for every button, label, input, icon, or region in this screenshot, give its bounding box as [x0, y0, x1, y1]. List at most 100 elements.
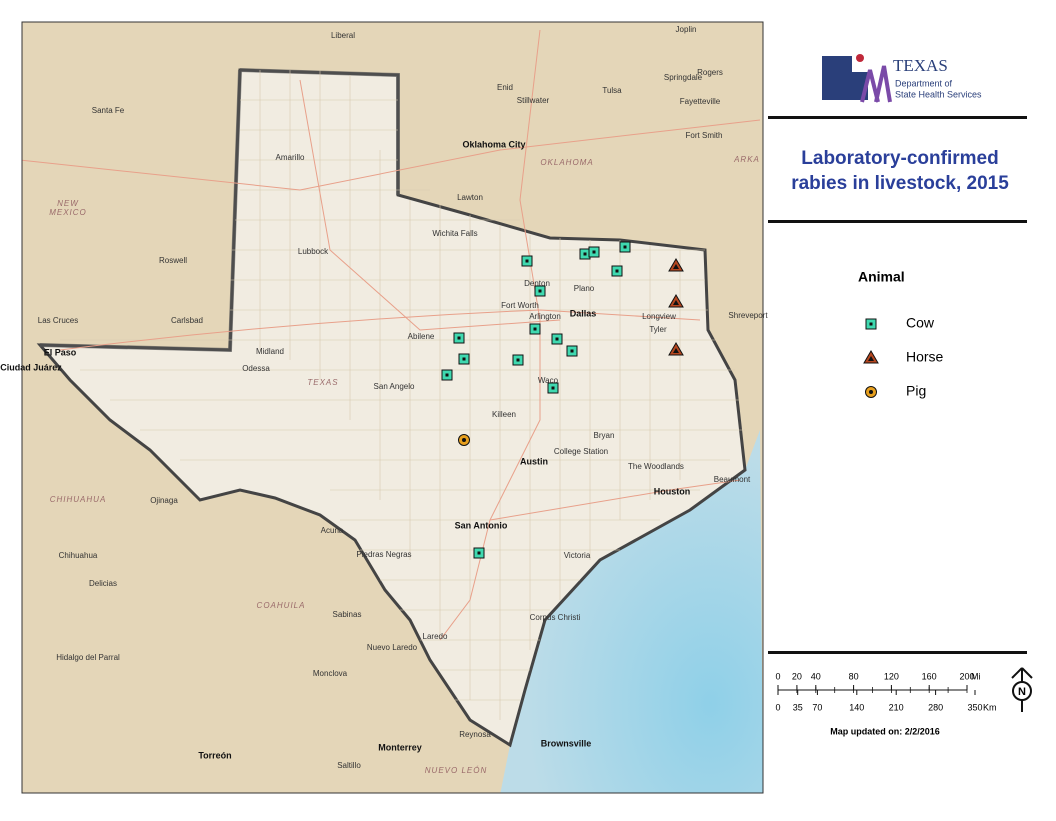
map-label: Laredo: [423, 632, 448, 641]
legend-symbol-dot: [869, 322, 873, 326]
map-label: Reynosa: [459, 730, 491, 739]
map-label: Denton: [524, 279, 550, 288]
map-label: Dallas: [570, 308, 597, 318]
map-label: Nuevo Laredo: [367, 643, 418, 652]
scale-label: 0: [775, 702, 780, 712]
map-label: Beaumont: [714, 475, 751, 484]
map-label: Delicias: [89, 579, 117, 588]
case-marker-inner: [673, 300, 679, 305]
map-label: Shreveport: [728, 311, 768, 320]
case-marker-dot: [477, 551, 481, 555]
north-circle: [1012, 681, 1032, 701]
legend-label: Cow: [906, 315, 935, 331]
case-marker-inner: [673, 264, 679, 269]
case-marker-dot: [615, 269, 619, 273]
scale-label: 0: [775, 671, 780, 681]
title: Laboratory-confirmed: [801, 148, 998, 169]
map-label: Acuna: [321, 526, 344, 535]
map-label: Springdale: [664, 73, 703, 82]
map-label: Enid: [497, 83, 513, 92]
map-label: NUEVO LEÓN: [425, 766, 487, 775]
map-label: Ciudad Juárez: [0, 362, 62, 372]
map-label: Brownsville: [541, 738, 592, 748]
map-label: Fayetteville: [680, 97, 721, 106]
map-label: Hidalgo del Parral: [56, 653, 120, 662]
legend-label: Pig: [906, 383, 926, 399]
case-marker-dot: [516, 358, 520, 362]
case-marker-dot: [583, 252, 587, 256]
case-marker-dot: [462, 357, 466, 361]
case-marker-dot: [623, 245, 627, 249]
map-labels: Liberal Joplin Enid Stillwater Tulsa Springda…: [0, 25, 768, 775]
map-label: Oklahoma City: [462, 139, 525, 149]
scale-label: 280: [928, 702, 943, 712]
logo: TEXAS Department of State Health Service…: [822, 54, 982, 103]
map-label: Houston: [654, 486, 691, 496]
map-label: Liberal: [331, 31, 355, 40]
counties: [60, 70, 745, 720]
map-label: Tulsa: [602, 86, 622, 95]
north-label: N: [1018, 686, 1026, 698]
scale-label: 140: [849, 702, 864, 712]
map-label: San Antonio: [455, 520, 508, 530]
map-label: Lubbock: [298, 247, 329, 256]
map-label: Plano: [574, 284, 595, 293]
map-label: MEXICO: [49, 208, 87, 217]
map-label: Wichita Falls: [432, 229, 477, 238]
map-label: TEXAS: [307, 378, 338, 387]
legend-symbol-dot: [869, 390, 873, 394]
map-label: Sabinas: [333, 610, 362, 619]
map-label: Arlington: [529, 312, 561, 321]
map-label: CHIHUAHUA: [50, 495, 107, 504]
map: [22, 22, 763, 793]
map-label: Tyler: [649, 325, 667, 334]
case-marker-inner: [673, 348, 679, 353]
scale-label: 20: [792, 671, 802, 681]
case-marker-dot: [533, 327, 537, 331]
map-label: Longview: [642, 312, 676, 321]
roads: [22, 29, 761, 641]
map-label: OKLAHOMA: [540, 158, 593, 167]
map-label: Joplin: [676, 25, 697, 34]
map-label: Santa Fe: [92, 106, 125, 115]
map-label: Monterrey: [378, 742, 422, 752]
case-marker-dot: [551, 386, 555, 390]
map-label: The Woodlands: [628, 462, 684, 471]
map-label: Victoria: [564, 551, 591, 560]
map-label: Saltillo: [337, 761, 361, 770]
map-label: Waco: [538, 376, 559, 385]
logo-star: [856, 54, 864, 62]
map-label: Abilene: [408, 332, 435, 341]
scale-label: 350: [967, 702, 982, 712]
case-marker-dot: [445, 373, 449, 377]
north-arrow: N: [1011, 667, 1033, 712]
case-marker-dot: [555, 337, 559, 341]
map-label: El Paso: [44, 347, 77, 357]
logo-agency: Department of: [895, 78, 953, 88]
map-label: Torreón: [198, 750, 231, 760]
updated: Map updated on: 2/2/2016: [830, 726, 940, 736]
texas: [36, 68, 747, 748]
scale-unit: Km: [983, 702, 997, 712]
case-marker-dot: [457, 336, 461, 340]
map-label: COAHUILA: [257, 601, 306, 610]
title: rabies in livestock, 2015: [791, 173, 1009, 194]
case-marker-dot: [538, 289, 542, 293]
map-label: ARKA: [733, 155, 760, 164]
map-label: Rogers: [697, 68, 723, 77]
case-marker-dot: [592, 250, 596, 254]
map-label: Austin: [520, 456, 548, 466]
map-label: Piedras Negras: [356, 550, 411, 559]
legend: Cow Horse Pig: [863, 315, 944, 399]
map-label: Killeen: [492, 410, 516, 419]
map-label: Monclova: [313, 669, 348, 678]
legend-label: Horse: [906, 349, 944, 365]
border: [39, 68, 400, 353]
map-label: Corpus Christi: [530, 613, 581, 622]
scale-label: 120: [884, 671, 899, 681]
scale-label: 70: [812, 702, 822, 712]
divider: [768, 651, 1027, 654]
map-label: Amarillo: [276, 153, 305, 162]
